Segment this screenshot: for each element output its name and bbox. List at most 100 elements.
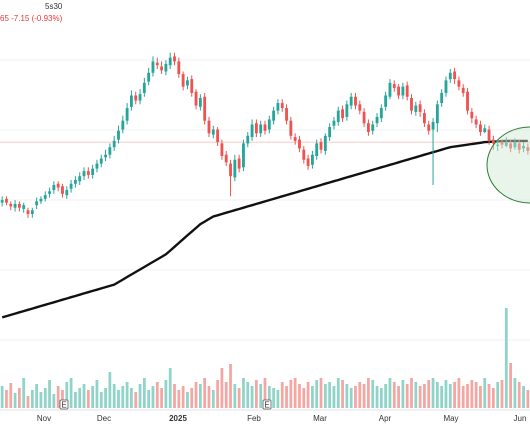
volume-bar (496, 382, 500, 408)
volume-bar (224, 382, 228, 408)
volume-bar (285, 386, 288, 408)
svg-text:E: E (61, 401, 66, 410)
volume-bar (186, 392, 189, 408)
candle (354, 92, 357, 110)
volume-bar (487, 384, 491, 408)
candle (237, 154, 241, 173)
volume-bar (69, 378, 73, 408)
candle (349, 92, 353, 110)
volume-bar (22, 378, 26, 408)
chart-grid (0, 59, 530, 341)
volume-bar (104, 388, 107, 408)
volume-bar (255, 380, 258, 408)
candle (224, 150, 228, 167)
volume-bar (267, 386, 271, 408)
volume-bar (423, 384, 426, 408)
volume-bar (95, 380, 99, 408)
candle (496, 139, 500, 151)
volume-bar (134, 392, 138, 408)
quote-change: 65 -7.15 (-0.93%) (0, 14, 63, 23)
candle (336, 106, 340, 126)
candle (272, 106, 276, 125)
volume-bar (203, 378, 207, 408)
volume-bar (250, 386, 254, 408)
candle (52, 181, 56, 194)
candle (95, 159, 99, 173)
candle (181, 71, 185, 91)
volume-bar (311, 386, 314, 408)
candle (435, 100, 439, 133)
volume-bar (457, 378, 461, 408)
candle (82, 167, 86, 180)
volume-bar (74, 392, 77, 408)
volume-bar (65, 382, 69, 408)
volume-bar (453, 382, 456, 408)
candle (86, 167, 90, 179)
volume-bar (216, 380, 219, 408)
volume-bar (384, 384, 388, 408)
candle (104, 149, 107, 162)
volume-bar (151, 386, 155, 408)
candle (298, 135, 301, 153)
volume-bar (82, 384, 86, 408)
volume-bar (522, 386, 525, 408)
candle (341, 105, 344, 122)
volume-bar (125, 382, 129, 408)
volume-bar (99, 392, 103, 408)
candle (310, 150, 314, 169)
candle (142, 77, 146, 97)
candle (444, 76, 448, 97)
volume-bar (418, 386, 422, 408)
earnings-marker[interactable]: E (262, 399, 272, 410)
candle (461, 84, 465, 97)
volume-bar (190, 388, 194, 408)
volume-bar (323, 384, 327, 408)
candle (302, 145, 306, 164)
highlight-circle (486, 126, 530, 204)
x-tick-label: Dec (97, 414, 111, 423)
volume-bar (121, 386, 125, 408)
volume-bar (211, 390, 215, 408)
volume-bar (435, 382, 439, 408)
candle (375, 113, 379, 127)
candle (470, 108, 474, 124)
candle (362, 108, 366, 127)
volume-bar (336, 378, 340, 408)
candle (65, 186, 69, 199)
volume-bar (91, 386, 95, 408)
volume-bar (293, 378, 297, 408)
candle (328, 123, 332, 141)
volume-bar (427, 380, 431, 408)
volume-bar (319, 378, 323, 408)
volume-bar (328, 382, 332, 408)
candle (22, 202, 26, 213)
candle (259, 120, 263, 138)
candle (164, 60, 168, 76)
x-axis: Nov Dec 2025 Feb Mar Apr May Jun E E (0, 399, 530, 423)
volume-bar (108, 372, 112, 408)
volume-bar (78, 388, 82, 408)
volume-bar (246, 382, 250, 408)
volume-bar (164, 380, 168, 408)
candle (61, 183, 64, 198)
candle (160, 61, 164, 75)
candle (453, 67, 457, 85)
candle (30, 207, 34, 218)
earnings-marker[interactable]: E (59, 399, 69, 410)
volume-bar (405, 384, 409, 408)
volume-bar (177, 390, 181, 408)
candle (207, 116, 211, 138)
x-tick-label: May (443, 414, 458, 423)
volume-bar (388, 378, 392, 408)
candle (9, 201, 13, 211)
candle (487, 125, 491, 145)
candle (130, 90, 133, 111)
volume-bar (401, 380, 405, 408)
moving-average-line (1, 139, 528, 319)
candle (457, 76, 461, 91)
candle (117, 125, 120, 144)
candle (345, 100, 349, 121)
candle (211, 125, 215, 139)
volume-bar (474, 382, 478, 408)
